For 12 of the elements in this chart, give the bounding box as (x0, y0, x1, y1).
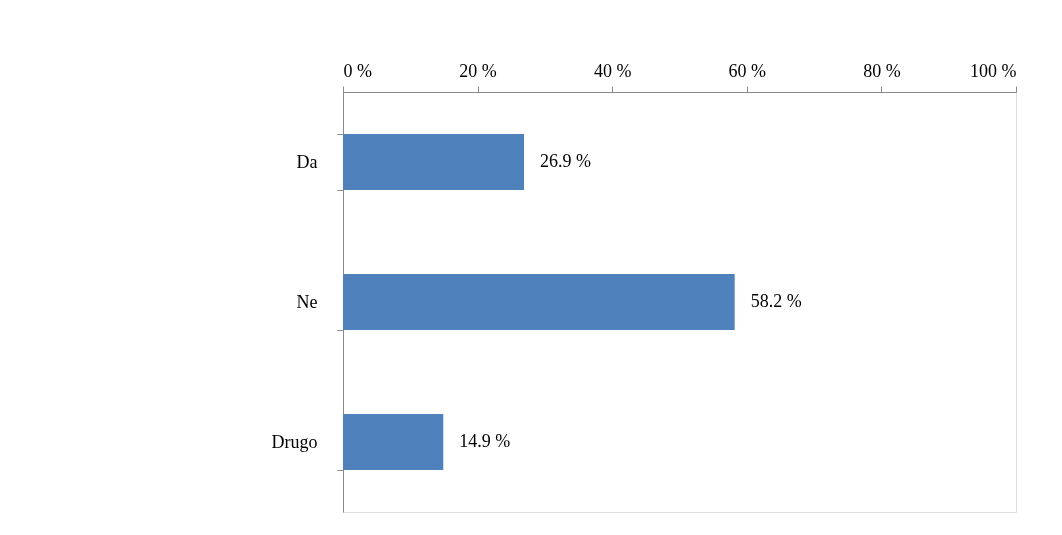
data-label: 26.9 % (540, 151, 592, 171)
x-tick-label: 100 % (970, 60, 1017, 81)
x-tick-label: 0 % (343, 60, 372, 81)
x-tick-label: 20 % (459, 60, 497, 81)
x-tick-label: 60 % (728, 60, 767, 81)
data-label: 14.9 % (459, 431, 511, 451)
y-tick-label: Drugo (271, 431, 318, 452)
y-tick-label: Da (296, 151, 318, 172)
x-tick-label: 80 % (863, 60, 901, 81)
x-tick-label: 40 % (593, 60, 632, 81)
data-label: 58.2 % (750, 291, 802, 311)
y-tick-label: Ne (296, 291, 318, 312)
